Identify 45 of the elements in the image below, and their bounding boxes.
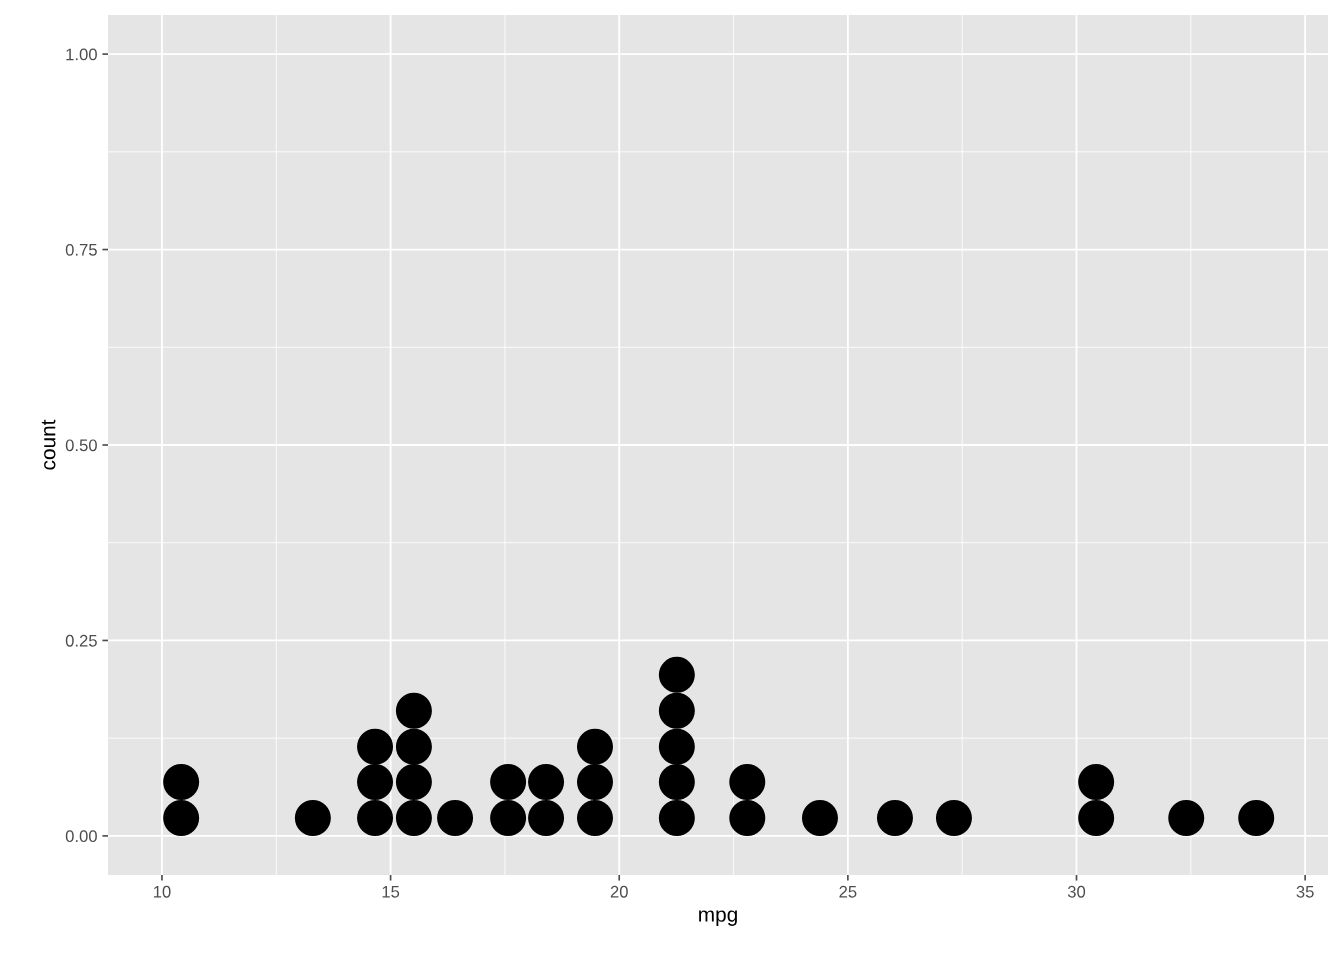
point xyxy=(1168,799,1205,836)
point xyxy=(801,799,838,836)
y-tick-label: 1.00 xyxy=(66,48,97,61)
x-axis-title: mpg xyxy=(699,910,737,926)
x-tick-label: 30 xyxy=(1067,885,1086,898)
point xyxy=(490,799,527,836)
point xyxy=(658,799,695,836)
point xyxy=(163,799,200,836)
point xyxy=(528,763,565,800)
y-tick-label: 0.25 xyxy=(65,634,97,647)
point xyxy=(658,728,695,765)
point xyxy=(395,799,432,836)
point xyxy=(1078,763,1115,800)
point xyxy=(876,799,913,836)
point xyxy=(658,692,695,729)
y-tick-label: 0.00 xyxy=(65,830,97,843)
point xyxy=(395,763,432,800)
x-tick-label: 25 xyxy=(839,885,857,898)
point xyxy=(294,799,331,836)
x-tick-label: 35 xyxy=(1296,885,1314,898)
x-tick-label: 20 xyxy=(610,885,628,898)
y-tick-label: 0.75 xyxy=(65,243,97,256)
point xyxy=(1078,799,1115,836)
point xyxy=(528,799,565,836)
y-tick-label: 0.50 xyxy=(65,439,97,452)
y-axis-title: count xyxy=(41,419,56,470)
point xyxy=(658,763,695,800)
point xyxy=(729,799,766,836)
point xyxy=(576,763,613,800)
point xyxy=(1238,799,1275,836)
x-tick-label: 10 xyxy=(153,885,171,898)
point xyxy=(490,763,527,800)
point xyxy=(395,728,432,765)
point xyxy=(935,799,972,836)
point xyxy=(437,799,474,836)
point xyxy=(357,799,394,836)
point xyxy=(395,692,432,729)
point xyxy=(576,799,613,836)
point xyxy=(357,763,394,800)
point xyxy=(357,728,394,765)
point xyxy=(658,656,695,693)
point xyxy=(576,728,613,765)
point xyxy=(163,763,200,800)
x-tick-label: 15 xyxy=(382,886,400,898)
point xyxy=(729,763,766,800)
